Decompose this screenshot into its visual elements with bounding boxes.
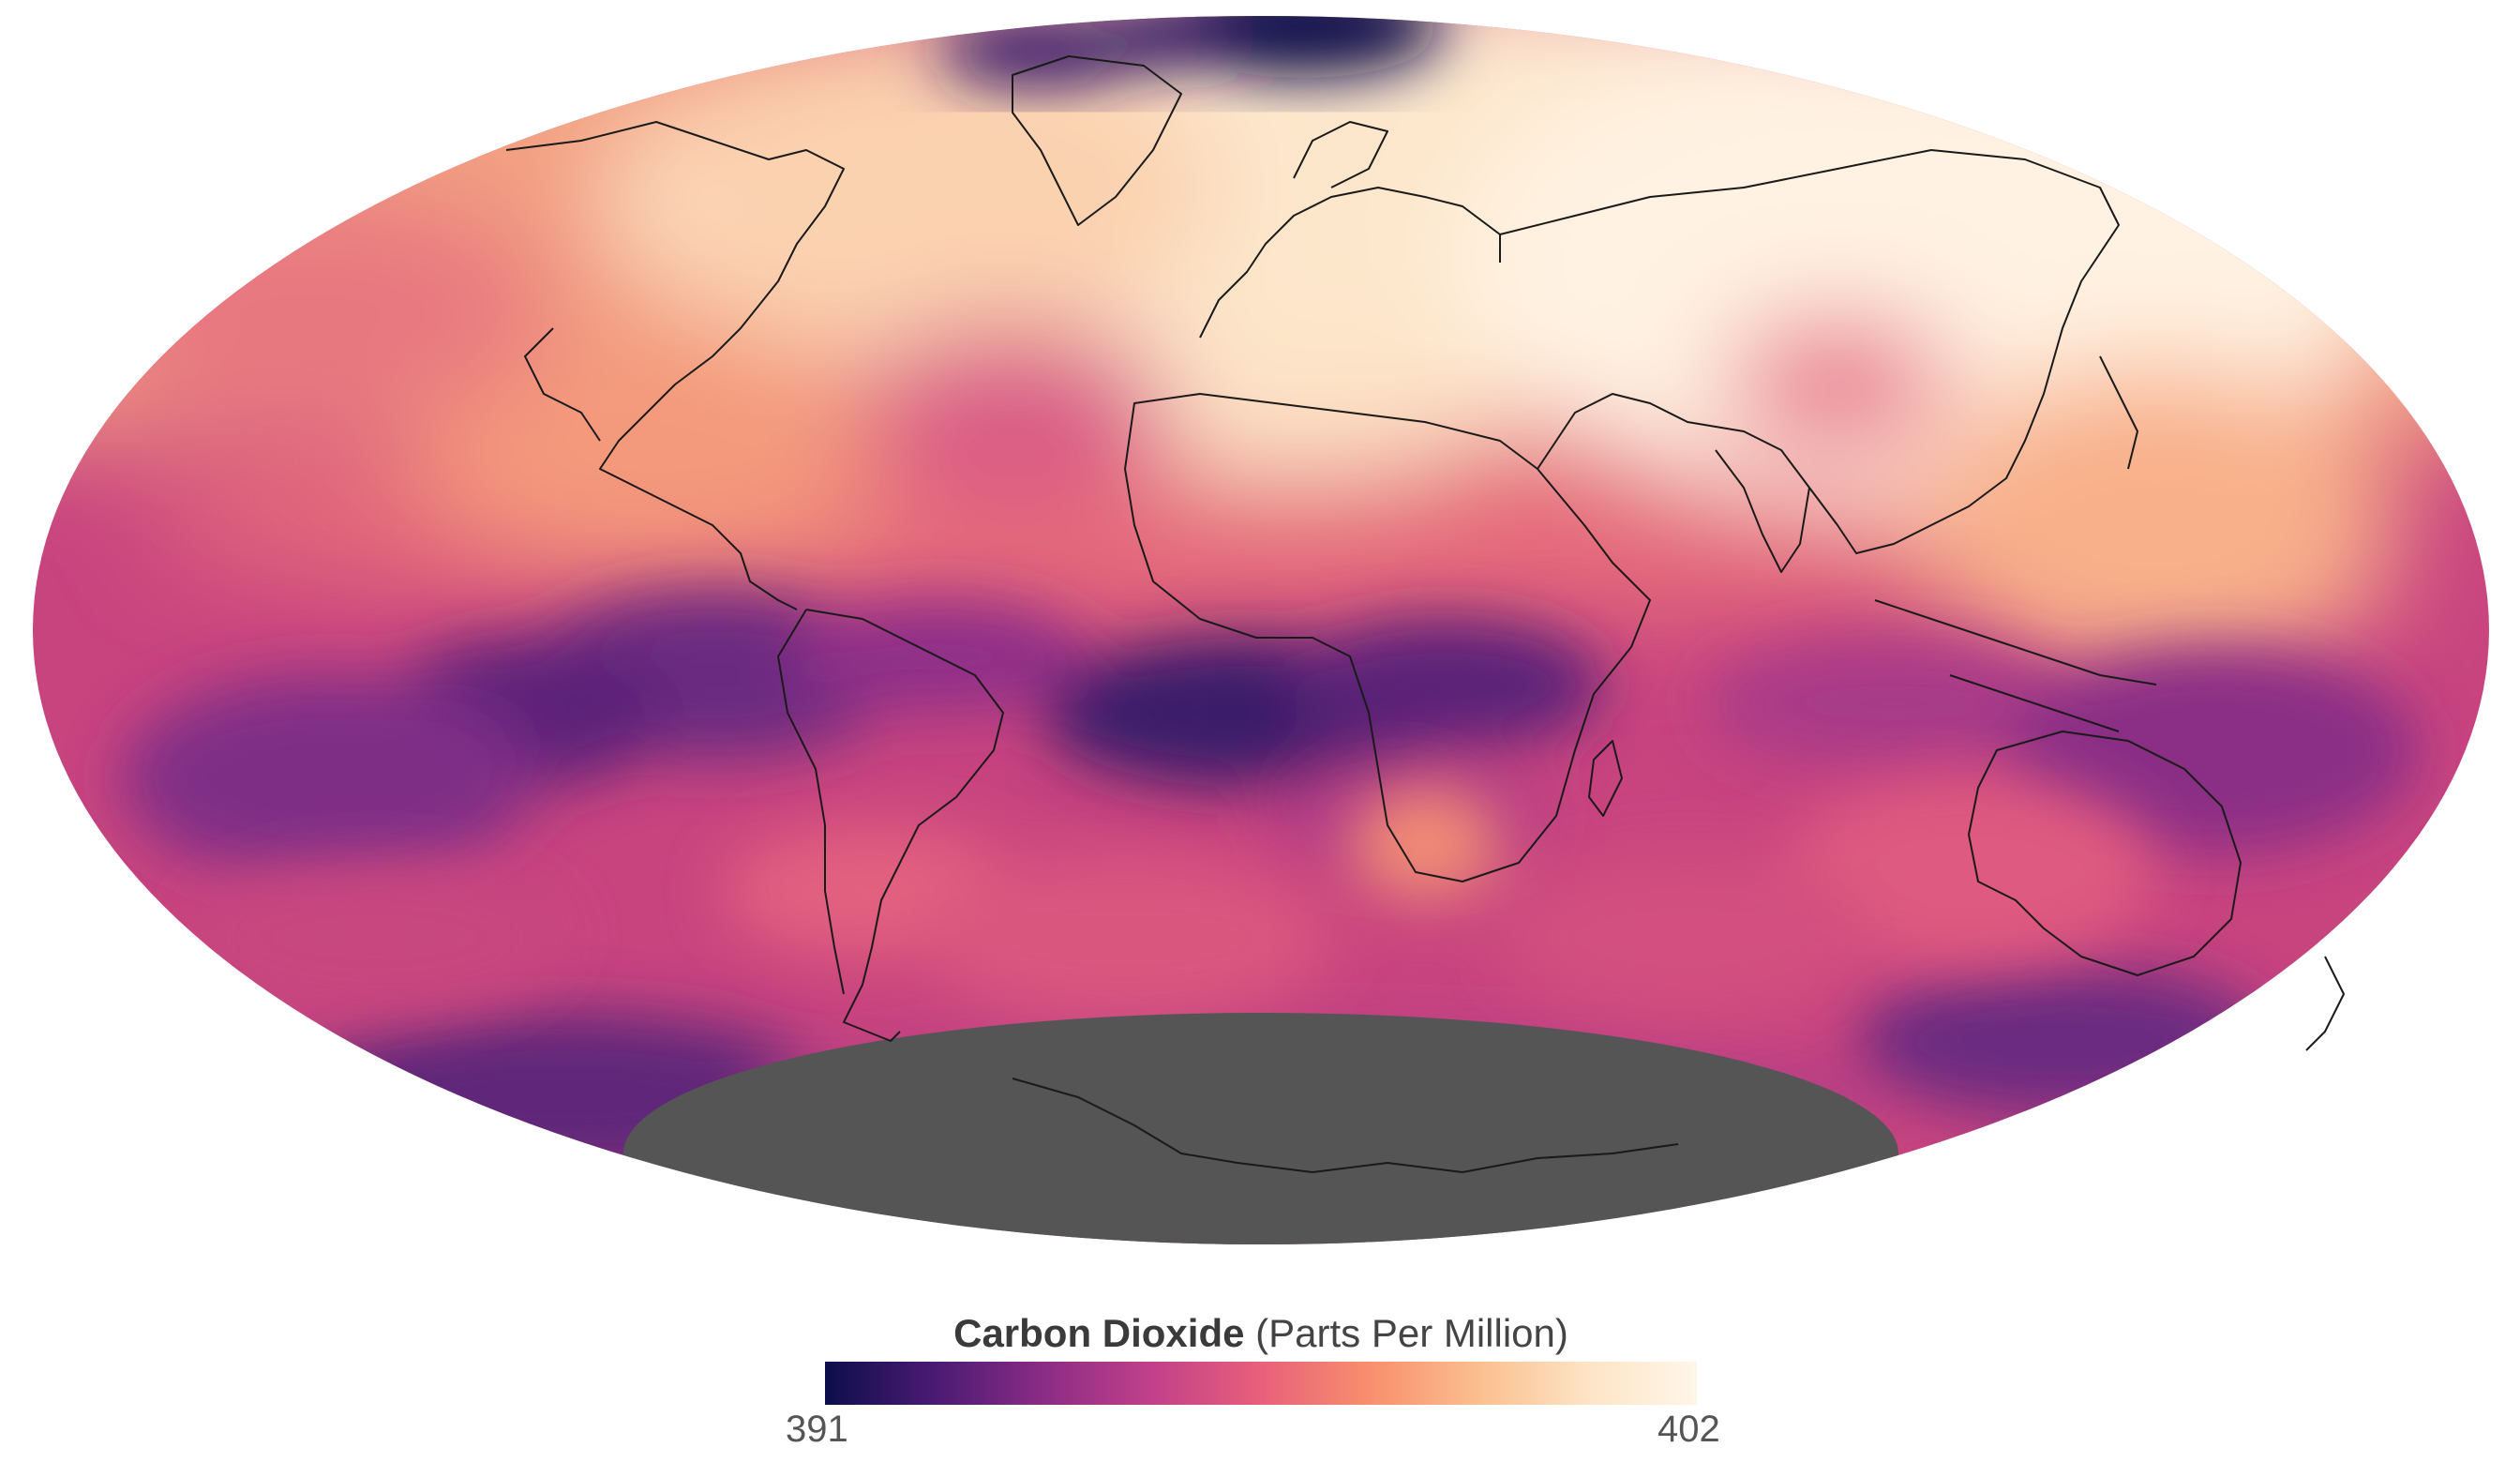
legend-unit: (Parts Per Million) — [1255, 1311, 1568, 1355]
antarctica-no-data — [623, 1013, 1898, 1244]
colorbar-min-label: 391 — [786, 1409, 848, 1450]
colorbar — [825, 1362, 1697, 1405]
legend-variable: Carbon Dioxide — [953, 1311, 1245, 1355]
legend-title: Carbon Dioxide (Parts Per Million) — [825, 1311, 1697, 1356]
coastlines — [505, 55, 2345, 1173]
colorbar-max-label: 402 — [1658, 1409, 1720, 1450]
